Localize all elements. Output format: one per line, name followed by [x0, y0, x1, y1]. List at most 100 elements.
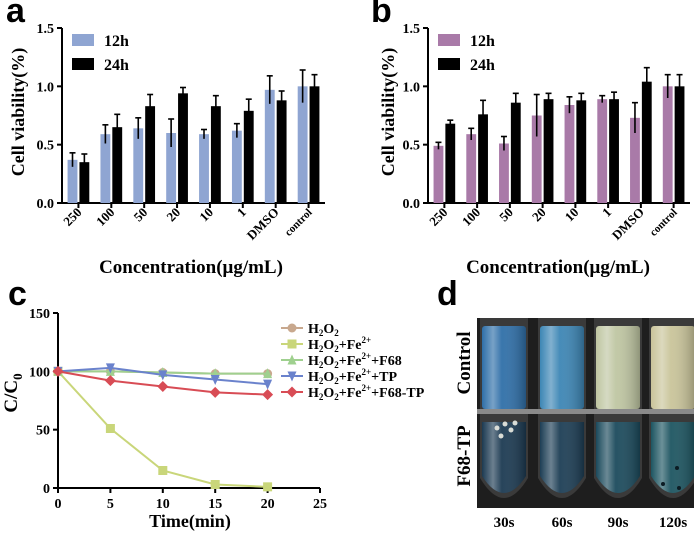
x-tick-label: 250	[426, 205, 450, 229]
data-point	[263, 368, 273, 379]
bar	[466, 134, 477, 203]
legend-label-part: 2	[319, 344, 324, 354]
legend-label-part: +Fe	[339, 354, 362, 369]
legend-label: 12h	[104, 33, 129, 50]
panel-letter-d: d	[437, 275, 458, 313]
legend-swatch	[72, 58, 94, 70]
panel-letter-b: b	[371, 0, 392, 30]
data-point	[105, 363, 115, 374]
legend-label: H2O2+Fe2++F68	[308, 351, 402, 370]
x-tick-label: 1	[234, 205, 249, 220]
x-tick-label: 20	[529, 205, 549, 225]
legend-marker	[287, 371, 297, 382]
x-tick-label: 20	[163, 205, 183, 225]
x-tick-label: 1	[599, 205, 614, 220]
x-tick-label: 100	[93, 205, 117, 229]
legend-label: 24h	[104, 57, 129, 74]
bar	[576, 100, 587, 203]
bar	[231, 130, 242, 203]
x-tick-label: 10	[196, 205, 216, 225]
bar	[630, 117, 640, 203]
time-label-120s: 120s	[659, 515, 688, 531]
legend-label-part: O	[323, 354, 334, 369]
legend-label: H2O2+Fe2++F68-TP	[308, 383, 425, 402]
legend-marker	[287, 339, 297, 349]
legend-label: H2O2+Fe2+	[308, 335, 371, 354]
precipitate-speck	[661, 482, 665, 486]
data-point	[52, 365, 64, 377]
x-tick-label: 15	[208, 497, 222, 512]
x-axis-label-c: Time(min)	[149, 511, 231, 532]
legend-label: H2O2+Fe2++TP	[308, 367, 397, 386]
legend-label-part: O	[323, 370, 334, 385]
legend-label-part: O	[323, 338, 334, 353]
y-tick-label: 0.5	[37, 139, 55, 154]
legend-label-part: +F68	[371, 354, 402, 369]
x-tick-label: 10	[562, 205, 582, 225]
tube-highlight	[596, 326, 640, 409]
legend-label-part: 2+	[362, 335, 372, 345]
legend-label-part: 2	[319, 328, 324, 338]
precipitate-speck	[512, 420, 518, 426]
data-point	[104, 375, 116, 387]
bar	[264, 89, 275, 203]
legend-label-part: H	[308, 322, 319, 337]
x-tick-label: 50	[131, 205, 151, 225]
legend-label-part: +TP	[371, 370, 397, 385]
legend-label-part: 2	[319, 376, 324, 386]
bar	[478, 114, 488, 203]
precipitate-speck	[494, 425, 500, 431]
time-label-90s: 90s	[608, 515, 629, 531]
bar	[499, 143, 509, 203]
x-tick-label: 20	[261, 497, 275, 512]
photo-divider	[477, 409, 694, 414]
legend-label: 24h	[470, 57, 495, 74]
panel-letter-c: c	[8, 275, 27, 313]
precipitate-speck	[677, 486, 681, 490]
legend-label-part: 2	[334, 392, 339, 402]
legend-swatch	[438, 34, 460, 46]
y-tick-label: 0.5	[403, 139, 421, 154]
legend-label-part: 2	[334, 344, 339, 354]
bar	[133, 128, 144, 203]
legend-label-part: 2+	[362, 383, 372, 393]
x-tick-label: 50	[496, 205, 516, 225]
bar	[531, 115, 542, 203]
data-point	[263, 482, 273, 492]
tube-highlight	[482, 422, 526, 493]
data-point	[158, 370, 168, 381]
y-axis-label-b: Cell viability(%)	[378, 48, 399, 177]
bar	[199, 134, 209, 203]
y-tick-label: 50	[36, 424, 50, 439]
y-axis-label-a: Cell viability(%)	[8, 48, 29, 177]
legend-label-part: 2	[319, 392, 324, 402]
legend-label-part: O	[323, 322, 334, 337]
x-tick-label: 5	[107, 497, 114, 512]
legend-label-part: 2	[319, 360, 324, 370]
y-tick-label: 0	[43, 482, 50, 497]
y-tick-label: 0.0	[37, 197, 55, 212]
y-tick-label: 0.0	[403, 197, 421, 212]
data-point	[158, 466, 168, 475]
time-label-30s: 30s	[494, 515, 515, 531]
y-tick-label: 100	[29, 365, 50, 380]
bar	[433, 145, 444, 203]
bar	[210, 106, 221, 203]
bar	[178, 93, 188, 203]
legend-swatch	[72, 34, 94, 46]
tube-highlight	[540, 326, 584, 409]
tube-highlight	[540, 422, 584, 493]
tube-highlight	[651, 422, 694, 493]
precipitate-speck	[675, 466, 679, 470]
bar	[674, 86, 685, 203]
legend-label-part: H	[308, 354, 319, 369]
y-axis-label-c-sub: 0	[10, 373, 25, 380]
data-point	[210, 375, 220, 385]
y-axis-label-c: C/C0	[1, 373, 25, 412]
data-point	[209, 386, 221, 398]
legend-label-part: +Fe	[339, 386, 362, 401]
x-tick-label: control	[648, 207, 680, 239]
time-label-60s: 60s	[552, 515, 573, 531]
